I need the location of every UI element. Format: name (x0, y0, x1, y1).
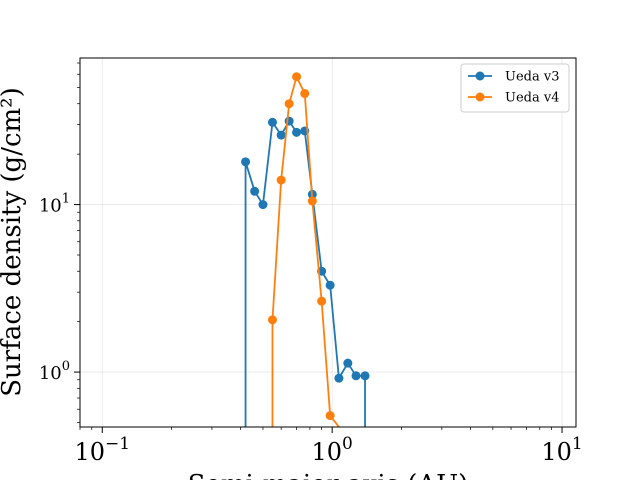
data-point-ueda-v3 (284, 116, 294, 126)
grid (80, 58, 576, 427)
data-point-ueda-v4 (317, 296, 327, 306)
data-point-ueda-v3 (276, 130, 286, 140)
x-tick-label: 100 (311, 434, 352, 466)
axis-ticks: 10−1 100 101 100 101 (39, 62, 583, 466)
data-point-ueda-v3 (292, 127, 302, 137)
legend: Ueda v3 Ueda v4 (460, 63, 570, 113)
y-tick-label: 101 (39, 192, 70, 217)
data-point-ueda-v4 (307, 196, 317, 206)
x-tick-label: 101 (541, 434, 582, 466)
data-point-ueda-v3 (250, 186, 260, 196)
legend-marker-ueda-v4 (475, 92, 485, 102)
data-point-ueda-v3 (351, 371, 361, 381)
data-point-ueda-v4 (292, 72, 302, 82)
data-point-ueda-v3 (343, 358, 353, 368)
data-point-ueda-v4 (267, 315, 277, 325)
series-layer (241, 72, 370, 427)
legend-label-ueda-v4: Ueda v4 (505, 91, 559, 106)
data-point-ueda-v3 (267, 117, 277, 127)
data-point-ueda-v4 (300, 89, 310, 99)
data-point-ueda-v3 (360, 371, 370, 381)
plot-frame (79, 57, 577, 428)
data-point-ueda-v4 (284, 99, 294, 109)
data-point-ueda-v3 (325, 280, 335, 290)
x-axis-label: Semi-major axis (AU) (188, 470, 469, 480)
data-point-ueda-v3 (241, 157, 251, 167)
y-axis-label: Surface density (g/cm²) (0, 87, 27, 397)
legend-label-ueda-v3: Ueda v3 (505, 70, 559, 85)
x-tick-label: 10−1 (74, 434, 130, 466)
data-point-ueda-v3 (334, 373, 344, 383)
data-point-ueda-v4 (276, 175, 286, 185)
data-point-ueda-v4 (325, 411, 335, 421)
data-point-ueda-v3 (258, 200, 268, 210)
legend-marker-ueda-v3 (475, 71, 485, 81)
y-tick-label: 100 (39, 359, 70, 384)
